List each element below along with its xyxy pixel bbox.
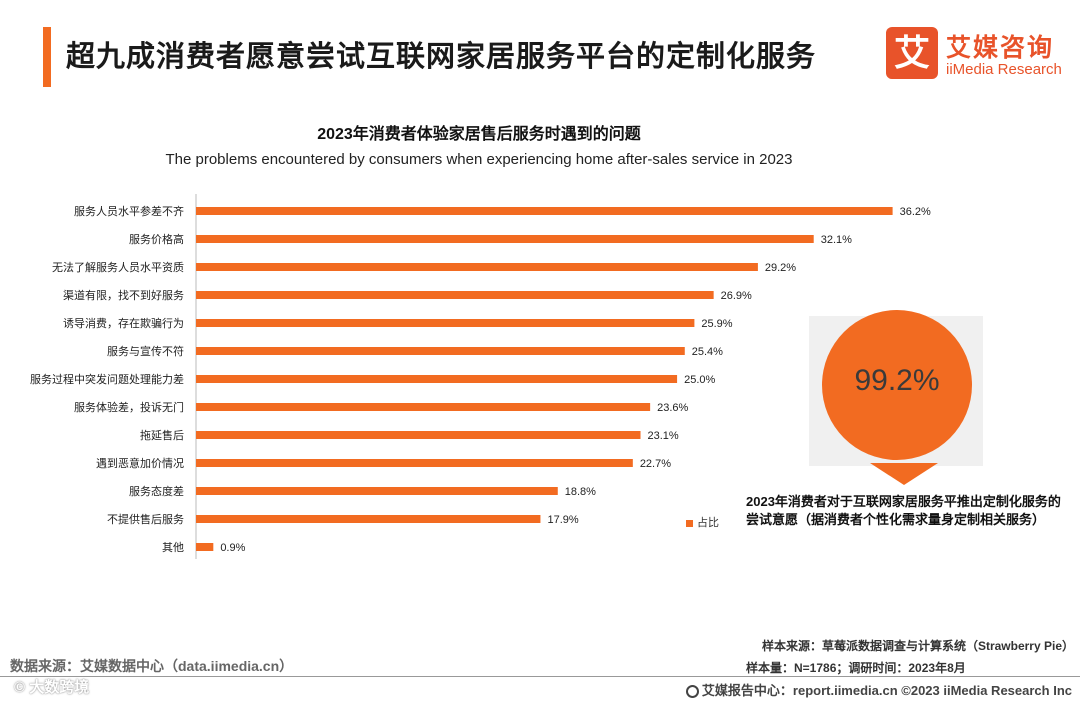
report-center-text: 艾媒报告中心：report.iimedia.cn ©2023 iiMedia R… [701,683,1072,698]
bar [196,459,633,467]
category-label: 遇到恶意加价情况 [96,456,184,470]
highlight-value: 99.2% [854,364,940,397]
chart-subtitle: The problems encountered by consumers wh… [165,151,793,168]
value-label: 25.0% [684,374,715,386]
category-label: 服务过程中突发问题处理能力差 [30,372,184,386]
category-label: 服务价格高 [129,232,184,246]
value-label: 23.1% [648,430,679,442]
value-label: 25.9% [701,318,732,330]
bar [196,403,651,411]
data-source: 数据来源：艾媒数据中心（data.iimedia.cn） [10,658,294,674]
category-label: 无法了解服务人员水平资质 [52,260,184,274]
category-label: 渠道有限，找不到好服务 [63,288,184,302]
logo-english-name: iiMedia Research [946,61,1062,78]
value-label: 25.4% [692,346,723,358]
value-label: 17.9% [547,514,578,526]
bar [196,207,893,215]
report-center: 艾媒报告中心：report.iimedia.cn ©2023 iiMedia R… [685,680,1072,699]
legend-swatch [686,519,693,527]
chart-title: 2023年消费者体验家居售后服务时遇到的问题 [317,126,641,143]
logo-chinese-name: 艾媒咨询 [946,34,1055,62]
value-label: 0.9% [220,542,245,554]
category-label: 不提供售后服务 [107,512,184,526]
bar [196,543,214,551]
sample-source: 样本来源：草莓派数据调查与计算系统（Strawberry Pie） [761,639,1074,653]
value-label: 32.1% [821,234,852,246]
sample-size: 样本量：N=1786；调研时间：2023年8月 [746,661,966,675]
category-label: 拖延售后 [140,428,184,442]
highlight-bubble [822,310,972,460]
category-label: 诱导消费，存在欺骗行为 [63,316,184,330]
value-label: 36.2% [900,206,931,218]
chart-legend: 占比 [686,514,719,530]
bar [196,515,541,523]
bar [196,319,695,327]
title-accent-bar [43,27,51,87]
category-label: 其他 [162,541,184,554]
watermark: © 大数跨境 [14,679,90,696]
value-label: 29.2% [765,262,796,274]
legend-label: 占比 [697,517,719,529]
page-title: 超九成消费者愿意尝试互联网家居服务平台的定制化服务 [66,41,817,73]
value-label: 18.8% [565,486,596,498]
value-label: 26.9% [721,290,752,302]
bar [196,291,714,299]
iimedia-logo: 艾 艾媒咨询 iiMedia Research [886,27,1066,83]
highlight-caption: 2023年消费者对于互联网家居服务平推出定制化服务的尝试意愿（据消费者个性化需求… [746,494,1061,527]
bar [196,235,814,243]
logo-mark: 艾 [886,27,938,79]
category-label: 服务态度差 [129,484,184,498]
bar [196,263,758,271]
bar [196,375,678,383]
category-label: 服务与宣传不符 [107,344,184,358]
value-label: 22.7% [640,458,671,470]
category-label: 服务人员水平参差不齐 [74,204,184,218]
highlight-pointer [870,463,938,485]
bar [196,487,558,495]
globe-icon [685,685,699,698]
bar-chart: 服务人员水平参差不齐 36.2% 服务价格高 32.1% 无法了解服务人员水平资质 29.… [30,194,931,559]
bar [196,431,641,439]
footer-divider [0,676,1080,677]
bar [196,347,685,355]
category-label: 服务体验差，投诉无门 [74,400,184,414]
value-label: 23.6% [657,402,688,414]
